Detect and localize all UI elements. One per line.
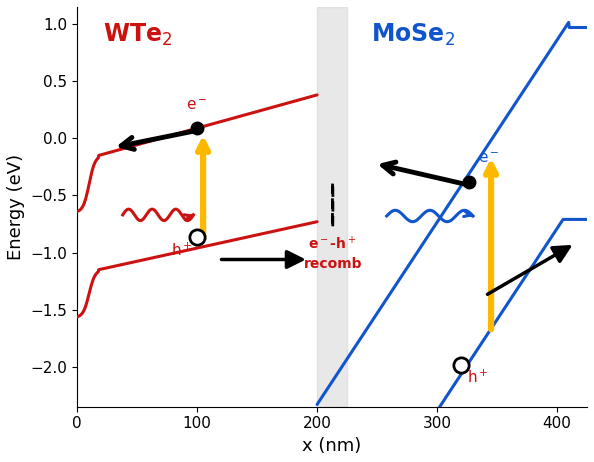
Text: e$^-$: e$^-$ [478,152,500,166]
Y-axis label: Energy (eV): Energy (eV) [7,154,25,260]
Bar [317,7,347,407]
Text: MoSe$_2$: MoSe$_2$ [371,22,455,48]
Text: e$^-$-h$^+$: e$^-$-h$^+$ [308,236,357,253]
Text: h$^+$: h$^+$ [170,242,192,259]
Text: WTe$_2$: WTe$_2$ [103,22,173,48]
Text: h$^+$: h$^+$ [467,369,489,386]
X-axis label: x (nm): x (nm) [302,437,362,455]
Text: recomb: recomb [304,257,362,271]
Text: e$^-$: e$^-$ [187,98,208,113]
